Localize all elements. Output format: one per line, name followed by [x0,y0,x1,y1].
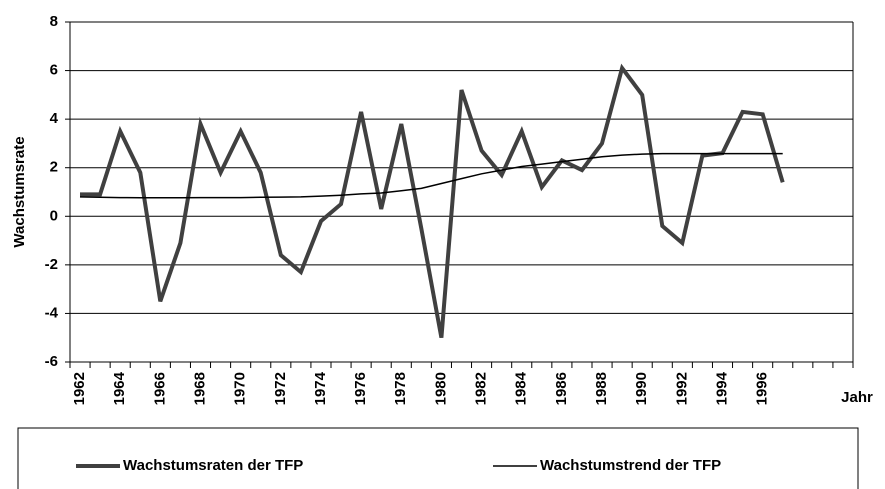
x-tick-label: 1986 [553,372,570,405]
y-axis-title: Wachstumsrate [11,136,28,247]
x-tick-label: 1984 [513,371,530,405]
x-tick-label: 1980 [432,372,449,405]
x-tick-label: 1964 [111,371,128,405]
x-tick-label: 1994 [713,371,730,405]
x-tick-label: 1990 [633,372,650,405]
y-tick-label: 4 [50,110,59,127]
legend-label: Wachstumsraten der TFP [123,457,303,474]
legend-label: Wachstumstrend der TFP [540,457,721,474]
x-tick-label: 1966 [151,372,168,405]
y-tick-label: 8 [50,13,58,30]
x-tick-label: 1968 [191,372,208,405]
x-tick-label: 1974 [312,371,329,405]
x-tick-label: 1976 [352,372,369,405]
legend-box [17,427,859,489]
y-tick-label: -2 [45,256,58,273]
x-tick-label: 1970 [232,372,249,405]
y-tick-label: -6 [45,353,58,370]
x-tick-label: 1988 [593,372,610,405]
series-line [80,63,785,339]
y-tick-label: 2 [50,159,58,176]
x-tick-label: 1996 [754,372,771,405]
series-line [79,152,783,199]
x-tick-label: 1992 [673,372,690,405]
x-tick-label: 1978 [392,372,409,405]
x-tick-label: 1972 [272,372,289,405]
x-tick-label: 1982 [473,372,490,405]
x-tick-label: 1962 [71,372,88,405]
x-axis-title: Jahr [841,389,873,406]
y-tick-label: 6 [50,62,58,79]
y-tick-label: 0 [50,207,58,224]
y-tick-label: -4 [45,304,59,321]
